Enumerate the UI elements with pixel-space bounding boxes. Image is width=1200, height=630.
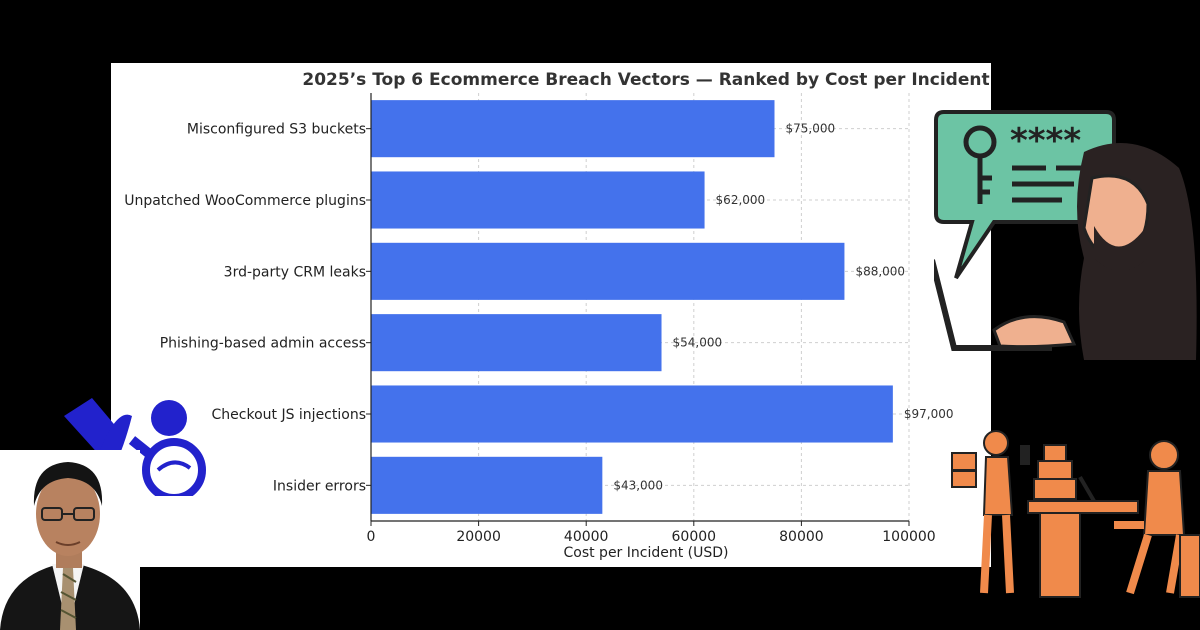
x-axis-title: Cost per Incident (USD) [563,545,728,561]
bar-value-label: $97,000 [904,407,954,421]
chart-title: 2025’s Top 6 Ecommerce Breach Vectors — … [302,70,989,90]
svg-text:****: **** [1010,121,1081,161]
x-tick-label: 80000 [779,529,824,545]
bar-value-label: $43,000 [613,478,663,492]
x-tick-label: 20000 [456,529,501,545]
office-worker-icon [951,430,1200,598]
bar-layer: $75,000 $62,000 $88,000 $54,000 $97,000 $43,0… [371,100,953,514]
bar-value-label: $62,000 [716,193,766,207]
bar-chart: $75,000 $62,000 $88,000 $54,000 $97,000 $43,0… [124,70,989,561]
x-tick-label: 40000 [564,529,609,545]
category-label: Checkout JS injections [212,407,367,423]
axis-layer: 0 20000 40000 60000 80000 100000 Misconfigured… [124,93,936,545]
x-tick-label: 60000 [672,529,717,545]
category-label: Insider errors [273,478,366,494]
hacker-with-laptop-icon: **** [934,110,1197,360]
bar-value-label: $88,000 [855,264,905,278]
category-label: 3rd-party CRM leaks [224,264,366,280]
category-label: Misconfigured S3 buckets [187,122,366,138]
brand-site-name[interactable]: FinanceIdeas.org [127,496,368,529]
author-portrait-photo [0,450,140,630]
bar [371,456,603,514]
category-label: Phishing-based admin access [160,336,366,352]
bar-value-label: $75,000 [786,122,836,136]
chart-panel: $75,000 $62,000 $88,000 $54,000 $97,000 $43,0… [111,63,991,567]
bar [371,385,893,443]
x-tick-label: 100000 [882,529,935,545]
x-tick-label: 0 [367,529,376,545]
bar [371,171,705,229]
bar-value-label: $54,000 [673,336,723,350]
delivery-person-icon [951,430,1030,594]
category-label: Unpatched WooCommerce plugins [124,193,366,209]
bar [371,242,845,300]
bar [371,100,775,158]
bar [371,314,662,372]
